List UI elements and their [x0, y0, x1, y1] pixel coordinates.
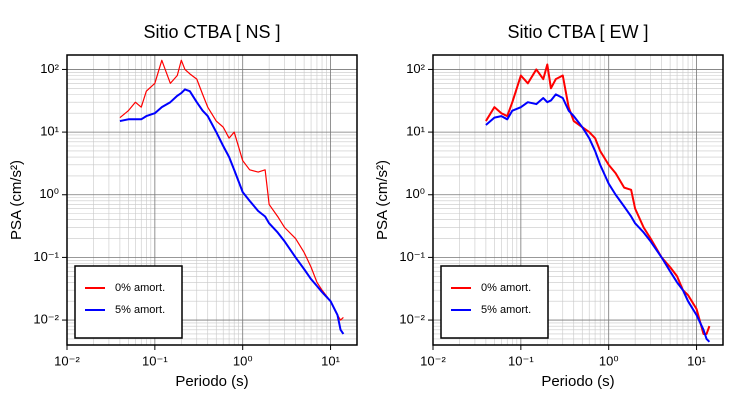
- x-axis-label: Periodo (s): [175, 373, 248, 390]
- series-line: [485, 93, 711, 343]
- y-axis-label: PSA (cm/s²): [374, 160, 391, 240]
- x-tick-label: 10¹: [321, 353, 340, 368]
- legend-label: 0% amort.: [115, 282, 165, 294]
- y-tick-label: 10¹: [40, 124, 59, 139]
- x-axis-label: Periodo (s): [541, 373, 614, 390]
- y-tick-label: 10⁻²: [33, 312, 59, 327]
- legend-box: [440, 265, 549, 339]
- x-tick-label: 10⁰: [233, 353, 253, 368]
- x-tick-label: 10⁻¹: [508, 353, 534, 368]
- y-axis-label: PSA (cm/s²): [8, 160, 25, 240]
- y-tick-label: 10⁻¹: [33, 249, 59, 264]
- x-tick-label: 10⁻¹: [142, 353, 168, 368]
- plot-frame: [432, 54, 724, 346]
- x-tick-label: 10⁻²: [420, 353, 446, 368]
- y-tick-label: 10²: [40, 61, 59, 76]
- panel: 10⁻² 10⁻¹ 10⁰ 10¹ 10⁻² 10⁻¹ 10⁰ 10¹ 10² Sitio CTB…: [8, 22, 358, 390]
- series-line: [119, 88, 345, 335]
- chart-title: Sitio CTBA [ NS ]: [143, 22, 280, 42]
- x-tick-label: 10⁻²: [54, 353, 80, 368]
- y-tick-label: 10⁻¹: [399, 249, 425, 264]
- y-tick-label: 10⁰: [39, 186, 59, 201]
- y-tick-label: 10¹: [406, 124, 425, 139]
- legend-label: 5% amort.: [115, 304, 165, 316]
- plot-frame: [66, 54, 358, 346]
- series-line: [119, 59, 344, 321]
- y-tick-label: 10⁰: [405, 186, 425, 201]
- y-tick-label: 10⁻²: [399, 312, 425, 327]
- legend-label: 5% amort.: [481, 304, 531, 316]
- legend-box: [74, 265, 183, 339]
- x-tick-label: 10¹: [687, 353, 706, 368]
- x-tick-label: 10⁰: [599, 353, 619, 368]
- series-line: [485, 63, 711, 335]
- legend-label: 0% amort.: [481, 282, 531, 294]
- y-tick-label: 10²: [406, 61, 425, 76]
- panel: 10⁻² 10⁻¹ 10⁰ 10¹ 10⁻² 10⁻¹ 10⁰ 10¹ 10² Sitio CTB…: [374, 22, 724, 390]
- chart-title: Sitio CTBA [ EW ]: [507, 22, 648, 42]
